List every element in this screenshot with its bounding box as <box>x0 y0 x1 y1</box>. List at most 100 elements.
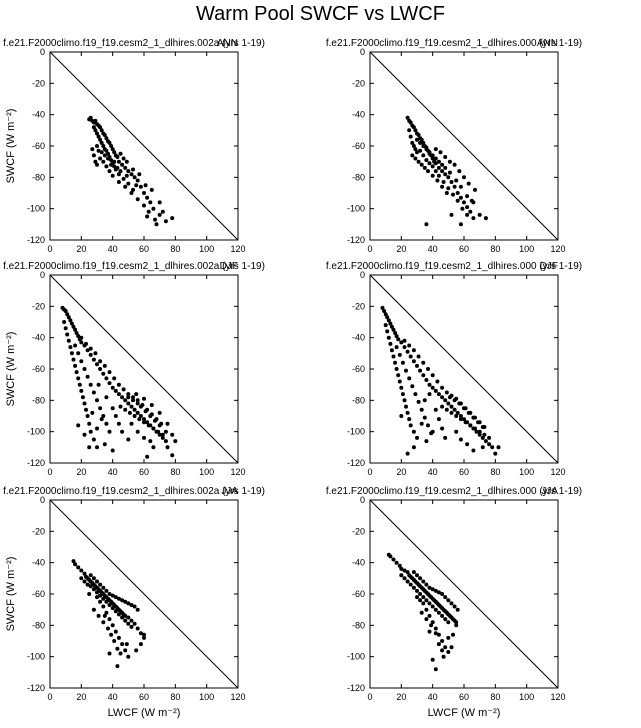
scatter-point <box>93 159 98 164</box>
scatter-point <box>480 425 485 429</box>
scatter-point <box>115 155 120 159</box>
scatter-point <box>436 165 441 170</box>
scatter-point <box>496 445 501 450</box>
scatter-point <box>413 156 418 161</box>
scatter-point <box>106 151 110 156</box>
scatter-point <box>110 173 115 178</box>
scatter-point <box>129 618 134 623</box>
scatter-point <box>126 601 131 606</box>
scatter-point <box>135 197 140 202</box>
scatter-point <box>452 398 457 403</box>
scatter-point <box>76 351 81 356</box>
scatter-point <box>483 216 488 221</box>
x-tick-label: 40 <box>108 467 118 477</box>
scatter-point <box>410 153 415 158</box>
scatter-point <box>463 420 468 425</box>
panel-1: 0 20 40 60 80 100 120 0 -20 -40 -60 -80 -100 -120 f.e2… <box>3 38 265 254</box>
scatter-point <box>429 623 434 628</box>
scatter-point <box>131 167 135 172</box>
scatter-point <box>440 592 445 596</box>
scatter-point <box>411 359 416 364</box>
scatter-point <box>107 651 112 656</box>
scatter-point <box>427 585 432 590</box>
scatter-point <box>154 222 159 227</box>
scatter-point <box>391 327 396 332</box>
scatter-point <box>91 576 96 581</box>
y-tick-label: -120 <box>27 235 45 245</box>
y-tick-label: 0 <box>40 495 45 505</box>
scatter-point <box>129 624 134 629</box>
scatter-point <box>430 429 435 434</box>
scatter-point <box>138 631 143 636</box>
scatter-point <box>76 423 81 428</box>
scatter-point <box>137 172 142 177</box>
scatter-point <box>380 305 385 310</box>
scatter-point <box>73 343 78 348</box>
scatter-point <box>411 429 416 434</box>
scatter-point <box>85 348 90 353</box>
scatter-point <box>471 415 476 420</box>
x-tick-label: 60 <box>139 692 149 702</box>
scatter-point <box>402 568 407 573</box>
scatter-point <box>142 635 146 640</box>
scatter-point <box>116 172 121 177</box>
scatter-point <box>95 144 99 148</box>
y-tick-label: -20 <box>352 526 365 536</box>
scatter-point <box>413 392 418 397</box>
scatter-point <box>118 151 123 156</box>
scatter-point <box>120 429 125 434</box>
x-tick-label: 100 <box>519 244 534 254</box>
scatter-point <box>411 125 416 130</box>
scatter-point <box>76 334 81 339</box>
scatter-point <box>415 573 419 578</box>
x-tick-label: 120 <box>550 244 565 254</box>
scatter-point <box>416 354 421 359</box>
scatter-point <box>440 639 445 643</box>
scatter-point <box>104 164 109 169</box>
scatter-point <box>145 420 150 425</box>
scatter-point <box>123 648 128 653</box>
scatter-point <box>69 351 74 356</box>
x-tick-label: 80 <box>490 467 500 477</box>
scatter-point <box>88 573 93 578</box>
scatter-point <box>462 417 466 422</box>
scatter-point <box>411 144 416 148</box>
scatter-point <box>113 414 118 418</box>
scatter-point <box>443 398 448 403</box>
scatter-point <box>74 331 79 335</box>
scatter-point <box>160 209 165 214</box>
scatter-point <box>419 610 424 615</box>
scatter-point <box>421 144 426 148</box>
x-tick-label: 100 <box>519 467 534 477</box>
scatter-point <box>115 646 120 651</box>
scatter-point <box>418 592 423 596</box>
x-tick-label: 40 <box>428 244 438 254</box>
scatter-point <box>413 128 418 133</box>
scatter-point <box>104 610 109 615</box>
scatter-point <box>490 445 495 450</box>
scatter-point <box>415 150 419 155</box>
y-tick-label: -80 <box>32 395 45 405</box>
scatter-point <box>93 128 98 133</box>
scatter-point <box>112 376 117 381</box>
scatter-point <box>88 352 93 357</box>
scatter-point <box>116 596 121 601</box>
scatter-point <box>466 410 471 415</box>
scatter-point <box>104 136 109 141</box>
y-tick-label: -80 <box>352 395 365 405</box>
scatter-point <box>98 367 103 371</box>
scatter-point <box>120 395 125 400</box>
scatter-point <box>79 335 84 340</box>
scatter-point <box>426 169 430 174</box>
scatter-point <box>107 370 112 375</box>
scatter-point <box>449 212 454 217</box>
y-tick-label: -100 <box>347 427 365 437</box>
x-tick-label: 120 <box>550 467 565 477</box>
scatter-point <box>95 398 99 403</box>
x-tick-label: 0 <box>47 467 52 477</box>
scatter-point <box>418 368 423 373</box>
scatter-point <box>458 437 463 442</box>
scatter-point <box>458 222 463 227</box>
scatter-point <box>135 410 140 415</box>
